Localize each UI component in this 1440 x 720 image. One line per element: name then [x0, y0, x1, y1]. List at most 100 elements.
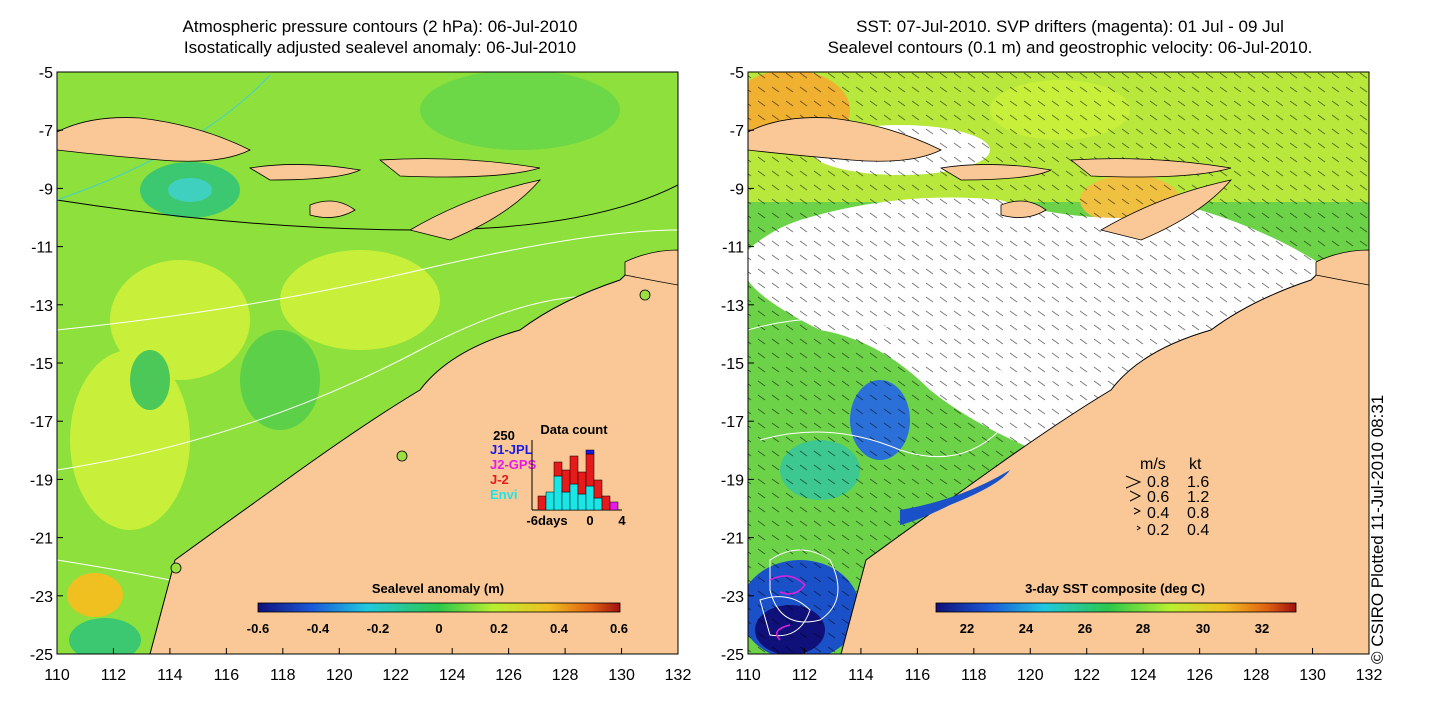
left-title-line2: Isostatically adjusted sealevel anomaly:…	[183, 38, 577, 57]
right-map-y-tick-label: -9	[730, 181, 744, 198]
legend-envi: Envi	[490, 487, 517, 502]
inset-x-label: -6days	[526, 513, 567, 528]
inset-bar	[601, 495, 611, 511]
right-map-x-tick-label: 132	[1356, 667, 1383, 684]
sla-colorbar-title: Sealevel anomaly (m)	[372, 581, 504, 596]
sealevel-contour	[748, 318, 1121, 382]
inset-bar	[537, 495, 547, 511]
left-map-y-tick-label: -15	[30, 356, 53, 373]
inset-bar	[585, 449, 595, 455]
left-map-x-tick-label: 130	[608, 667, 635, 684]
anomaly-patch	[280, 250, 440, 350]
left-map-x-tick-label: 132	[665, 667, 692, 684]
velocity-legend-kt: 0.4	[1187, 522, 1209, 539]
timor-island	[1099, 179, 1233, 241]
anomaly-patch	[168, 178, 212, 202]
left-map-axes: -5 -7 -9 -11 -13 -15 -17 -19 -21 -23 -25 110 112 114 1…	[30, 65, 692, 684]
legend-j1-jpl: J1-JPL	[490, 442, 533, 457]
right-map-y-tick-label: -17	[721, 414, 744, 431]
left-map-x-tick-label: 118	[270, 667, 296, 684]
sst-colorbar-scale	[935, 602, 1297, 613]
right-map-x-tick-label: 130	[1299, 667, 1326, 684]
sst-colorbar-title: 3-day SST composite (deg C)	[1025, 581, 1205, 596]
left-map-title: Atmospheric pressure contours (2 hPa): 0…	[80, 16, 680, 58]
sla-colorbar-tick: 0.6	[610, 621, 628, 636]
sumba-island	[1000, 200, 1047, 218]
velocity-arrow-icon	[1133, 507, 1142, 515]
sst-colorbar-tick: 22	[960, 621, 974, 636]
velocity-legend-kt: 1.2	[1187, 489, 1209, 506]
inset-bar	[577, 493, 587, 511]
velocity-arrow-icon	[1136, 525, 1141, 531]
left-map-x-tick-label: 128	[552, 667, 579, 684]
inset-bar	[569, 455, 579, 485]
inset-bar	[585, 453, 595, 487]
inset-bar	[593, 479, 603, 499]
tide-gauge-marker	[396, 450, 408, 462]
left-map-y-tick-label: -17	[30, 414, 53, 431]
velocity-legend: m/s kt 0.8 1.6 0.6 1.2 0.4 0.8 0.2 0.4	[1125, 456, 1209, 539]
inset-bar	[553, 461, 563, 477]
right-title-line1: SST: 07-Jul-2010. SVP drifters (magenta)…	[856, 17, 1284, 36]
right-map-x-tick-label: 114	[848, 667, 874, 684]
left-map-y-tick-label: -13	[30, 298, 53, 315]
right-map-y-tick-label: -19	[721, 472, 744, 489]
left-map-x-tick-label: 120	[326, 667, 353, 684]
australia-land	[840, 257, 1369, 654]
velocity-legend-header-kt: kt	[1189, 456, 1202, 473]
left-map-y-tick-label: -5	[39, 65, 53, 82]
nusa-tenggara-island	[939, 164, 1053, 181]
pressure-contour	[57, 559, 171, 581]
sla-colorbar-tick: -0.4	[307, 621, 330, 636]
sst-colorbar-tick: 30	[1196, 621, 1210, 636]
inset-bar	[593, 497, 603, 511]
left-map-y-tick-label: -11	[31, 240, 53, 257]
velocity-arrow-icon	[1125, 475, 1142, 489]
right-map-x-tick-label: 120	[1017, 667, 1044, 684]
sumba-island	[309, 200, 356, 218]
sst-colorbar-tick: 26	[1078, 621, 1092, 636]
inset-bar	[553, 475, 563, 511]
left-map-x-tick-label: 116	[214, 667, 240, 684]
velocity-legend-kt: 0.8	[1187, 505, 1209, 522]
java-island	[748, 117, 942, 162]
inset-bar	[577, 471, 587, 495]
velocity-legend-ms: 0.4	[1147, 505, 1169, 522]
sst-colorbar: 3-day SST composite (deg C) 22 24 26 28 …	[935, 581, 1297, 636]
inset-bar	[545, 491, 555, 511]
velocity-legend-header-ms: m/s	[1140, 456, 1166, 473]
australia-land	[149, 257, 678, 654]
inset-bar	[561, 469, 571, 493]
right-map-title: SST: 07-Jul-2010. SVP drifters (magenta)…	[760, 16, 1380, 58]
inset-bar	[585, 485, 595, 511]
velocity-legend-ms: 0.8	[1147, 474, 1169, 491]
right-map-x-tick-label: 116	[905, 667, 931, 684]
sla-colorbar-tick: 0.2	[490, 621, 508, 636]
sst-colorbar-tick: 32	[1255, 621, 1269, 636]
sla-colorbar-scale	[257, 602, 621, 613]
tide-gauge-marker	[170, 562, 182, 574]
right-map-x-tick-label: 112	[792, 667, 818, 684]
flores-island	[378, 158, 541, 178]
sealevel-contour	[759, 429, 1001, 458]
anomaly-patch	[420, 72, 620, 150]
new-guinea-coast	[1315, 249, 1369, 286]
left-map	[57, 72, 678, 654]
right-map-y-tick-label: -7	[730, 123, 744, 140]
left-map-x-tick-label: 110	[44, 667, 70, 684]
svp-drifter-track	[769, 575, 806, 595]
left-map-y-tick-label: -9	[39, 181, 53, 198]
left-map-x-tick-label: 122	[382, 667, 409, 684]
velocity-legend-ms: 0.6	[1147, 489, 1169, 506]
anomaly-patch	[69, 618, 141, 654]
credit-text: © CSIRO Plotted 11-Jul-2010 08:31	[1368, 394, 1387, 664]
sealevel-contour	[759, 596, 811, 637]
anomaly-patch	[130, 350, 170, 410]
left-map-x-tick-label: 126	[495, 667, 522, 684]
right-map-x-tick-label: 122	[1073, 667, 1100, 684]
inset-bar	[569, 483, 579, 511]
sla-colorbar-tick: -0.6	[247, 621, 269, 636]
sst-colorbar-tick: 28	[1136, 621, 1150, 636]
anomaly-patch	[67, 573, 123, 617]
